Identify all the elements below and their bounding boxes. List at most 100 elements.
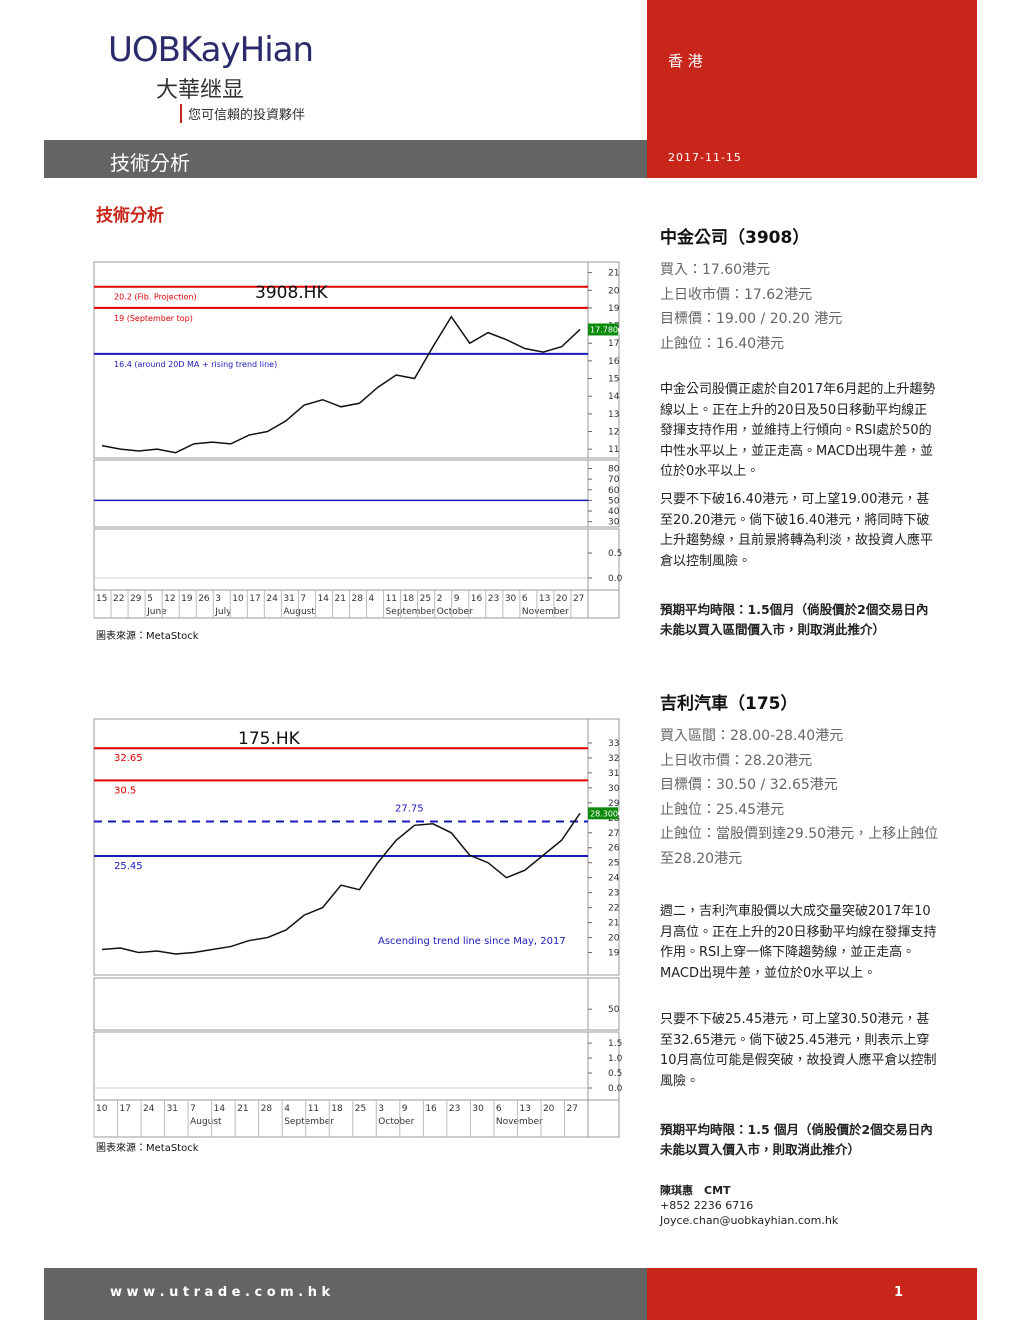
stock-title: 中金公司（3908） bbox=[660, 228, 810, 248]
x-tick-label: 12 bbox=[164, 594, 175, 604]
y-tick-label: 20 bbox=[608, 934, 620, 944]
month-label: November bbox=[522, 607, 569, 617]
level-label: 30.5 bbox=[114, 785, 136, 796]
y-tick-label: 15 bbox=[608, 375, 619, 385]
month-label: August bbox=[190, 1117, 222, 1127]
x-tick-label: 10 bbox=[232, 594, 244, 604]
x-tick-label: 20 bbox=[543, 1104, 555, 1114]
stock-detail: 目標價：19.00 / 20.20 港元 bbox=[660, 311, 843, 327]
y-tick-label: 1.0 bbox=[608, 1054, 623, 1064]
stock-detail: 買入區間：28.00-28.40港元 bbox=[660, 728, 844, 744]
footer-red bbox=[647, 1268, 977, 1320]
x-tick-label: 28 bbox=[352, 594, 364, 604]
y-tick-label: 33 bbox=[608, 739, 619, 749]
footer-gray bbox=[44, 1268, 647, 1320]
y-tick-label: 40 bbox=[608, 507, 620, 517]
panel bbox=[93, 977, 620, 1031]
y-tick-label: 23 bbox=[608, 889, 619, 899]
y-tick-label: 1.5 bbox=[608, 1039, 622, 1049]
month-label: September bbox=[284, 1117, 334, 1127]
x-tick-label: 7 bbox=[300, 594, 306, 604]
y-tick-label: 32 bbox=[608, 754, 619, 764]
level-label: 16.4 (around 20D MA + rising trend line) bbox=[114, 360, 277, 369]
annotation: Ascending trend line since May, 2017 bbox=[378, 936, 566, 947]
page-number: 1 bbox=[894, 1285, 904, 1300]
x-tick-label: 4 bbox=[369, 594, 375, 604]
brand: UOBKayHian bbox=[108, 30, 314, 70]
stock-title: 吉利汽車（175） bbox=[660, 694, 798, 714]
panel bbox=[93, 459, 620, 528]
region: 香 港 bbox=[668, 52, 703, 70]
y-tick-label: 80 bbox=[608, 465, 620, 475]
contact-name: 陳琪惠 CMT bbox=[660, 1184, 731, 1197]
level-label: 32.65 bbox=[114, 753, 143, 764]
paragraph: 中金公司股價正處於自2017年6月起的上升趨勢線以上。正在上升的20日及50日移… bbox=[660, 382, 936, 479]
month-label: October bbox=[437, 607, 473, 617]
chart-symbol: 175.HK bbox=[238, 729, 301, 749]
last-price-box bbox=[588, 323, 618, 336]
x-tick-label: 26 bbox=[198, 594, 210, 604]
y-tick-label: 21 bbox=[608, 269, 619, 279]
y-tick-label: 0.5 bbox=[608, 1069, 622, 1079]
heading: 技術分析 bbox=[96, 206, 164, 226]
panel bbox=[93, 528, 620, 591]
paragraph: 只要不下破25.45港元，可上望30.50港元，甚至32.65港元。倘下破25.… bbox=[660, 1012, 937, 1089]
stock-detail: 止蝕位：當股價到達29.50港元，上移止蝕位至28.20港元 bbox=[660, 826, 939, 867]
x-tick-label: 3 bbox=[215, 594, 221, 604]
brand-cn: 大華继显 bbox=[156, 78, 245, 103]
holding-period: 預期平均時限：1.5 個月（倘股價於2個交易日內未能以買入價入市，則取消此推介） bbox=[660, 1122, 933, 1157]
x-tick-label: 23 bbox=[449, 1104, 460, 1114]
x-tick-label: 31 bbox=[167, 1104, 178, 1114]
y-tick-label: 21 bbox=[608, 919, 619, 929]
date: 2017-11-15 bbox=[668, 151, 742, 164]
y-tick-label: 22 bbox=[608, 904, 619, 914]
x-tick-label: 9 bbox=[402, 1104, 408, 1114]
x-tick-label: 13 bbox=[539, 594, 550, 604]
footer-url: w w w . u t r a d e . c o m . h k bbox=[110, 1285, 331, 1300]
x-tick-label: 5 bbox=[147, 594, 153, 604]
x-tick-label: 11 bbox=[386, 594, 397, 604]
x-tick-label: 14 bbox=[214, 1104, 226, 1114]
section: 技術分析 bbox=[110, 151, 190, 175]
stock-detail: 目標價：30.50 / 32.65港元 bbox=[660, 777, 838, 793]
y-tick-label: 25 bbox=[608, 859, 619, 869]
price-line bbox=[101, 315, 581, 454]
y-tick-label: 17 bbox=[608, 339, 619, 349]
y-tick-label: 20 bbox=[608, 286, 620, 296]
x-tick-label: 14 bbox=[317, 594, 329, 604]
y-tick-label: 0.5 bbox=[608, 549, 622, 559]
x-tick-label: 30 bbox=[505, 594, 517, 604]
y-tick-label: 19 bbox=[608, 304, 620, 314]
level-label: 27.75 bbox=[395, 804, 424, 815]
x-tick-label: 31 bbox=[283, 594, 294, 604]
x-tick-label: 23 bbox=[488, 594, 499, 604]
header-red bbox=[647, 0, 977, 178]
y-tick-label: 70 bbox=[608, 475, 620, 485]
month-label: August bbox=[283, 607, 315, 617]
panel bbox=[93, 261, 620, 459]
x-tick-label: 15 bbox=[96, 594, 107, 604]
y-tick-label: 50 bbox=[608, 496, 620, 506]
contact-phone: +852 2236 6716 bbox=[660, 1199, 754, 1212]
tagline: 您可信賴的投資夥伴 bbox=[180, 104, 305, 123]
x-tick-label: 21 bbox=[334, 594, 345, 604]
paragraph: 只要不下破16.40港元，可上望19.00港元，甚至20.20港元。倘下破16.… bbox=[660, 492, 934, 569]
month-label: October bbox=[378, 1117, 414, 1127]
y-tick-label: 16 bbox=[608, 357, 620, 367]
last-price-label: 17.7800 bbox=[590, 325, 623, 334]
y-tick-label: 50 bbox=[608, 1005, 620, 1015]
level-label: 19 (September top) bbox=[114, 314, 193, 323]
x-tick-label: 25 bbox=[355, 1104, 366, 1114]
x-tick-label: 7 bbox=[190, 1104, 196, 1114]
y-tick-label: 31 bbox=[608, 769, 619, 779]
stock-detail: 止蝕位：25.45港元 bbox=[660, 801, 785, 818]
month-label: November bbox=[496, 1117, 543, 1127]
x-tick-label: 25 bbox=[420, 594, 431, 604]
y-tick-label: 27 bbox=[608, 829, 619, 839]
x-tick-label: 6 bbox=[496, 1104, 502, 1114]
y-tick-label: 12 bbox=[608, 428, 619, 438]
x-tick-label: 3 bbox=[378, 1104, 384, 1114]
x-tick-label: 16 bbox=[425, 1104, 437, 1114]
